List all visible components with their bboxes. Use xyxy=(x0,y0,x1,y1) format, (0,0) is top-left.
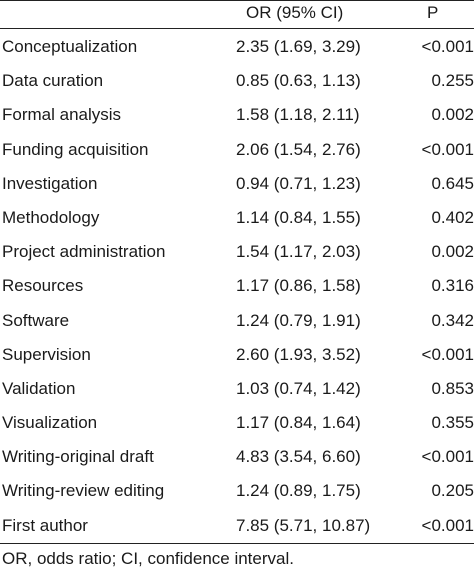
row-p-value: 0.853 xyxy=(431,378,474,398)
row-p-value: <0.001 xyxy=(421,37,474,56)
row-p-value: 0.355 xyxy=(431,413,474,433)
row-label: Validation xyxy=(2,378,76,398)
row-label: Writing-original draft xyxy=(2,447,154,467)
table-row: Resources 1.17 (0.86, 1.58) 0.316 xyxy=(0,268,474,302)
header-or-ci: OR (95% CI) xyxy=(246,3,344,22)
row-label: Project administration xyxy=(2,242,166,262)
row-p-value: <0.001 xyxy=(421,515,474,535)
row-or-ci: 1.54 (1.17, 2.03) xyxy=(236,242,361,262)
header-p-value: P xyxy=(427,3,439,22)
row-p-value: 0.645 xyxy=(431,173,474,193)
row-or-ci: 2.06 (1.54, 2.76) xyxy=(236,139,361,159)
row-or-ci: 1.17 (0.86, 1.58) xyxy=(236,276,361,296)
row-label: Conceptualization xyxy=(2,37,138,56)
table-row: Formal analysis 1.58 (1.18, 2.11) 0.002 xyxy=(0,97,474,131)
header-bottom-rule xyxy=(0,28,474,29)
row-p-value: 0.316 xyxy=(431,276,474,296)
row-p-value: <0.001 xyxy=(421,447,474,467)
row-label: Resources xyxy=(2,276,84,296)
row-label: Supervision xyxy=(2,344,91,364)
row-p-value: <0.001 xyxy=(421,344,474,364)
row-p-value: 0.205 xyxy=(431,481,474,501)
table-row: First author 7.85 (5.71, 10.87) <0.001 xyxy=(0,508,474,542)
row-label: Data curation xyxy=(2,71,104,91)
table-body: Conceptualization 2.35 (1.69, 3.29) <0.0… xyxy=(0,29,474,542)
table-row: Software 1.24 (0.79, 1.91) 0.342 xyxy=(0,303,474,337)
row-label: Writing-review editing xyxy=(2,481,165,501)
row-label: Formal analysis xyxy=(2,105,122,125)
row-label: First author xyxy=(2,515,88,535)
table-bottom-rule xyxy=(0,543,474,544)
row-label: Visualization xyxy=(2,413,98,433)
row-or-ci: 0.85 (0.63, 1.13) xyxy=(236,71,361,91)
table-footnote: OR, odds ratio; CI, confidence interval. xyxy=(2,549,294,568)
row-or-ci: 1.14 (0.84, 1.55) xyxy=(236,207,361,227)
table-row: Writing-original draft 4.83 (3.54, 6.60)… xyxy=(0,439,474,473)
table-header: OR (95% CI) P xyxy=(0,0,474,28)
table-row: Supervision 2.60 (1.93, 3.52) <0.001 xyxy=(0,337,474,371)
table-top-rule xyxy=(0,0,474,1)
row-or-ci: 4.83 (3.54, 6.60) xyxy=(236,447,361,467)
row-label: Methodology xyxy=(2,207,100,227)
row-or-ci: 1.24 (0.89, 1.75) xyxy=(236,481,361,501)
row-label: Software xyxy=(2,310,70,330)
table-row: Writing-review editing 1.24 (0.89, 1.75)… xyxy=(0,473,474,507)
row-p-value: 0.002 xyxy=(431,242,474,262)
row-label: Funding acquisition xyxy=(2,139,149,159)
table-row: Investigation 0.94 (0.71, 1.23) 0.645 xyxy=(0,166,474,200)
row-or-ci: 0.94 (0.71, 1.23) xyxy=(236,173,361,193)
table-row: Funding acquisition 2.06 (1.54, 2.76) <0… xyxy=(0,132,474,166)
row-label: Investigation xyxy=(2,173,98,193)
row-or-ci: 2.60 (1.93, 3.52) xyxy=(236,344,361,364)
table-row: Methodology 1.14 (0.84, 1.55) 0.402 xyxy=(0,200,474,234)
row-or-ci: 1.03 (0.74, 1.42) xyxy=(236,378,361,398)
row-p-value: <0.001 xyxy=(421,139,474,159)
row-p-value: 0.402 xyxy=(431,207,474,227)
row-or-ci: 1.17 (0.84, 1.64) xyxy=(236,413,361,433)
table-row: Data curation 0.85 (0.63, 1.13) 0.255 xyxy=(0,63,474,97)
row-or-ci: 1.24 (0.79, 1.91) xyxy=(236,310,361,330)
row-p-value: 0.002 xyxy=(431,105,474,125)
table-row: Conceptualization 2.35 (1.69, 3.29) <0.0… xyxy=(0,29,474,63)
row-p-value: 0.255 xyxy=(431,71,474,91)
row-or-ci: 2.35 (1.69, 3.29) xyxy=(236,37,361,56)
row-p-value: 0.342 xyxy=(431,310,474,330)
row-or-ci: 7.85 (5.71, 10.87) xyxy=(236,515,371,535)
table-row: Project administration 1.54 (1.17, 2.03)… xyxy=(0,234,474,268)
table-row: Visualization 1.17 (0.84, 1.64) 0.355 xyxy=(0,405,474,439)
table-row: Validation 1.03 (0.74, 1.42) 0.853 xyxy=(0,371,474,405)
row-or-ci: 1.58 (1.18, 2.11) xyxy=(236,105,360,125)
